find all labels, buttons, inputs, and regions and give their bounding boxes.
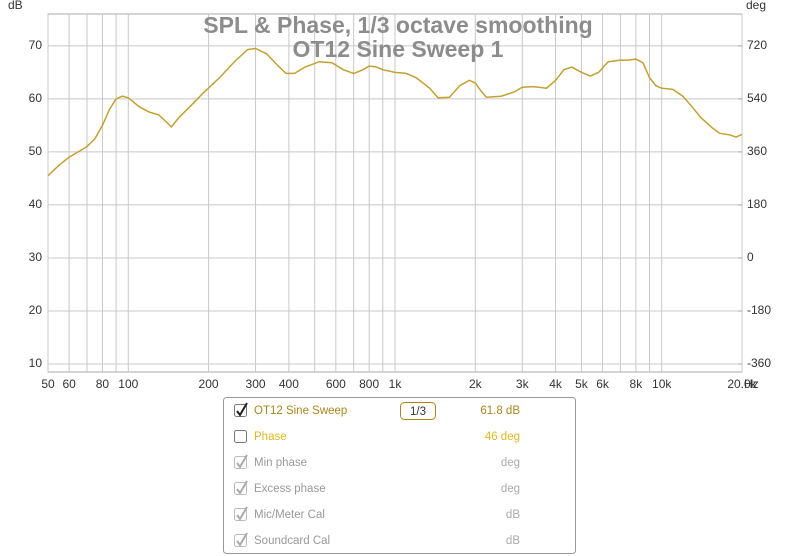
legend-label: OT12 Sine Sweep bbox=[254, 405, 347, 417]
chart-title: SPL & Phase, 1/3 octave smoothing bbox=[203, 12, 592, 38]
legend-panel bbox=[223, 397, 576, 554]
checkmark bbox=[236, 506, 248, 521]
legend-label: Soundcard Cal bbox=[254, 535, 330, 547]
x-tick-label: 5k bbox=[575, 377, 589, 391]
y-tick-label: 70 bbox=[29, 38, 43, 52]
y-axis-unit: dB bbox=[8, 0, 23, 12]
legend-readout: 46 deg bbox=[485, 431, 520, 443]
x-tick-label: 80 bbox=[96, 377, 110, 391]
spl-curve bbox=[47, 47, 743, 177]
x-tick-label: 50 bbox=[41, 377, 55, 391]
x-tick-label: 1k bbox=[389, 377, 403, 391]
y2-tick-label: 180 bbox=[747, 197, 767, 211]
legend-readout: deg bbox=[501, 483, 520, 495]
legend-readout: 61.8 dB bbox=[480, 405, 520, 417]
x-axis-unit: Hz bbox=[744, 377, 759, 391]
x-tick-label: 300 bbox=[246, 377, 266, 391]
smoothing-button[interactable] bbox=[400, 402, 436, 420]
y2-tick-label: 0 bbox=[747, 250, 754, 264]
y-tick-label: 40 bbox=[29, 197, 43, 211]
legend-label: Phase bbox=[254, 431, 287, 443]
checkbox[interactable] bbox=[234, 430, 247, 443]
x-tick-label: 10k bbox=[652, 377, 672, 391]
x-tick-label: 400 bbox=[279, 377, 299, 391]
x-tick-label: 800 bbox=[359, 377, 379, 391]
y-tick-label: 30 bbox=[29, 250, 43, 264]
x-tick-label: 100 bbox=[118, 377, 138, 391]
y-tick-label: 10 bbox=[29, 356, 43, 370]
x-tick-label: 200 bbox=[199, 377, 219, 391]
x-tick-label: 20.0k bbox=[727, 377, 757, 391]
y-tick-label: 50 bbox=[29, 144, 43, 158]
x-tick-label: 8k bbox=[630, 377, 644, 391]
y2-tick-label: -360 bbox=[747, 356, 771, 370]
y2-axis-unit: deg bbox=[746, 0, 766, 12]
checkmark bbox=[236, 532, 248, 547]
chart-subtitle: OT12 Sine Sweep 1 bbox=[293, 36, 504, 62]
y2-tick-label: -180 bbox=[747, 303, 771, 317]
x-tick-label: 3k bbox=[516, 377, 530, 391]
smoothing-label: 1/3 bbox=[410, 406, 426, 418]
y2-tick-label: 360 bbox=[747, 144, 767, 158]
x-tick-label: 6k bbox=[596, 377, 610, 391]
legend-label: Mic/Meter Cal bbox=[254, 509, 325, 521]
y-tick-label: 60 bbox=[29, 91, 43, 105]
legend-readout: dB bbox=[506, 535, 520, 547]
x-tick-label: 2k bbox=[469, 377, 483, 391]
y-tick-label: 20 bbox=[29, 303, 43, 317]
legend-label: Excess phase bbox=[254, 483, 326, 495]
x-tick-label: 4k bbox=[549, 377, 563, 391]
legend-label: Min phase bbox=[254, 457, 307, 469]
legend-readout: dB bbox=[506, 509, 520, 521]
checkmark bbox=[236, 402, 248, 417]
legend-readout: deg bbox=[501, 457, 520, 469]
x-tick-label: 60 bbox=[62, 377, 76, 391]
y2-tick-label: 720 bbox=[747, 38, 767, 52]
checkmark bbox=[236, 480, 248, 495]
checkmark bbox=[236, 454, 248, 469]
y2-tick-label: 540 bbox=[747, 91, 767, 105]
x-tick-label: 600 bbox=[326, 377, 346, 391]
